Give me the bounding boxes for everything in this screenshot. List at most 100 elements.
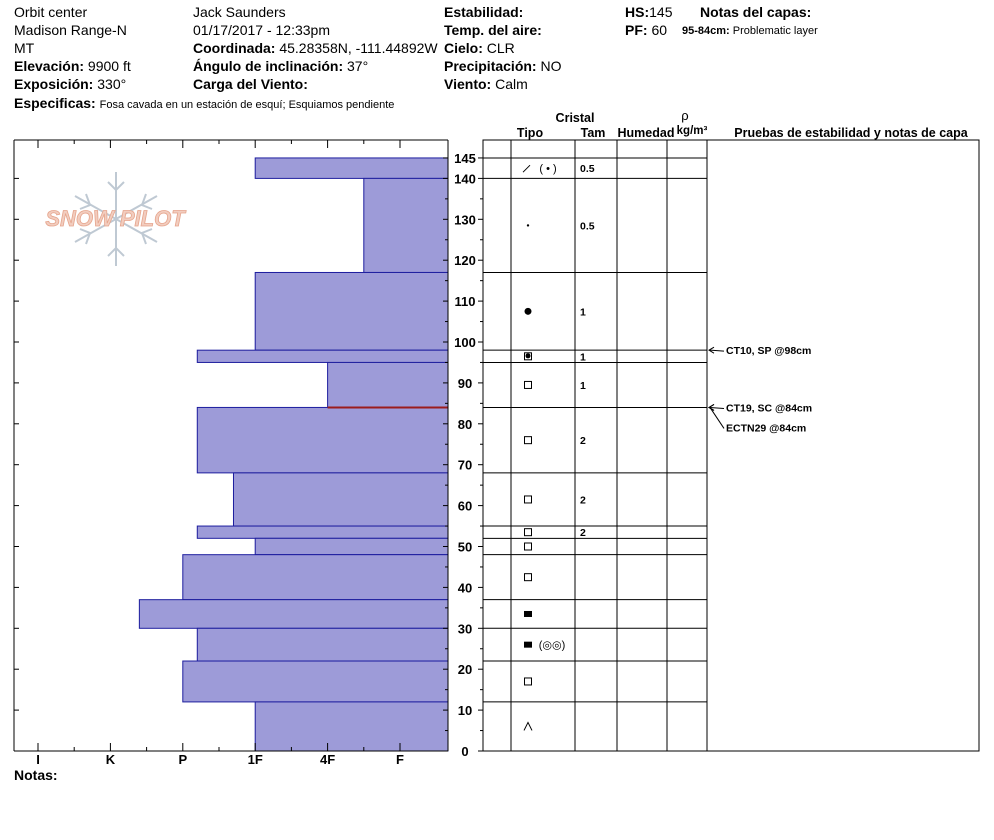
crystal-depth-hoar-icon	[523, 721, 533, 731]
crystal-size: 2	[580, 527, 586, 539]
pit-depth: PF: 60	[625, 21, 667, 39]
coordinates: Coordinada: 45.28358N, -111.44892W	[193, 39, 438, 57]
crystal-rounded-icon	[524, 307, 532, 315]
height-label-0: 0	[461, 744, 468, 759]
slope-angle-value: 37°	[347, 58, 369, 74]
crystal-size: 1	[580, 380, 586, 392]
square	[524, 528, 532, 537]
table-frame	[482, 139, 980, 752]
wind-value: Calm	[495, 76, 528, 92]
hardness-bar	[182, 660, 449, 703]
fragment-stroke	[522, 164, 531, 173]
height-label-60: 60	[458, 499, 472, 514]
test-label: ECTN29 @84cm	[726, 422, 806, 434]
crystal-faceted-icon	[524, 380, 532, 389]
test-pointer	[709, 406, 725, 409]
crystal-size: 1	[580, 351, 586, 363]
crystal-decomposing-fragments-icon: ( • )	[522, 163, 557, 175]
col-density-unit: kg/m³	[677, 125, 708, 137]
square	[524, 495, 532, 504]
hardness-bar	[196, 406, 449, 474]
hs-label: HS:	[625, 4, 650, 20]
square	[524, 436, 532, 445]
hardness-label-k: K	[106, 752, 116, 767]
height-label-110: 110	[455, 294, 476, 309]
hardness-label-f: F	[396, 752, 404, 767]
crystal-glyph: ( • )	[539, 163, 556, 175]
notes-label: Notas:	[14, 767, 58, 783]
crystal-faceted-icon	[524, 542, 532, 551]
layer-notes-label: Notas del capas:	[700, 4, 812, 20]
crystal-faceted-icon	[524, 573, 532, 582]
test-arrow	[708, 346, 715, 354]
square	[524, 677, 532, 686]
crystal-faceted-icon	[524, 677, 532, 686]
snow-height: HS:145	[625, 3, 672, 21]
wind-label: Viento:	[444, 76, 492, 92]
square	[524, 352, 532, 361]
sky: Cielo: CLR	[444, 39, 515, 57]
hardness-bar	[254, 537, 449, 556]
caret	[523, 721, 533, 731]
stability-label: Estabilidad:	[444, 4, 524, 20]
hardness-label-i: I	[36, 752, 40, 767]
crystal-size: 1	[580, 306, 586, 318]
hardness-bar	[182, 554, 449, 601]
block	[524, 641, 532, 648]
hardness-bar	[196, 627, 449, 662]
height-label-30: 30	[458, 621, 472, 636]
hardness-label-p: P	[178, 752, 187, 767]
square	[524, 380, 532, 389]
crystal-faceted-icon	[524, 495, 532, 504]
crystal-size: 2	[580, 494, 586, 506]
aspect-label: Exposición:	[14, 76, 94, 92]
crystal-glyph: (◎◎)	[539, 640, 566, 652]
coordinates-label: Coordinada:	[193, 40, 276, 56]
height-label-80: 80	[458, 417, 472, 432]
height-label-10: 10	[458, 703, 472, 718]
slope-angle: Ángulo de inclinación: 37°	[193, 57, 368, 75]
snowpilot-logo: SNOW PILOT	[45, 172, 187, 266]
height-label-20: 20	[458, 662, 472, 677]
hardness-bar	[196, 525, 449, 539]
snowflake-icon	[74, 172, 158, 266]
square	[524, 542, 532, 551]
height-label-120: 120	[454, 253, 476, 268]
elevation-label: Elevación:	[14, 58, 85, 74]
hardness-label-4f: 4F	[320, 752, 335, 767]
height-label-40: 40	[458, 580, 472, 595]
hardness-bar	[196, 349, 449, 363]
pf-value: 60	[651, 22, 668, 38]
crystal-melt-freeze-icon	[524, 610, 532, 617]
crystal-size: 2	[580, 435, 586, 447]
crystal-size: 0.5	[580, 163, 595, 175]
precipitation-label: Precipitación:	[444, 58, 537, 74]
height-label-100: 100	[454, 335, 476, 350]
crystal-size: 0.5	[580, 220, 595, 232]
wind: Viento: Calm	[444, 75, 528, 93]
hardness-bar	[138, 599, 449, 629]
specifics-label: Especificas:	[14, 95, 96, 111]
height-label-50: 50	[458, 540, 472, 555]
test-label: CT19, SC @84cm	[726, 402, 812, 414]
pf-label: PF:	[625, 22, 648, 38]
dot	[526, 224, 530, 227]
observer: Jack Saunders	[193, 4, 286, 20]
height-label-70: 70	[458, 458, 472, 473]
layer-note-range: 95-84cm:	[682, 25, 730, 37]
sky-label: Cielo:	[444, 40, 483, 56]
dot	[525, 353, 531, 359]
height-label-140: 140	[454, 171, 476, 186]
hardness-bar	[254, 271, 449, 351]
crystal-small-rounded-icon	[526, 224, 530, 227]
hardness-bar	[254, 157, 449, 179]
height-label-130: 130	[454, 212, 476, 227]
height-label-90: 90	[458, 376, 472, 391]
aspect: Exposición: 330°	[14, 75, 126, 93]
datetime: 01/17/2017 - 12:33pm	[193, 22, 330, 38]
state: MT	[14, 40, 35, 56]
location: Orbit center	[14, 4, 88, 20]
col-humidity: Humedad	[618, 126, 675, 140]
mountain-range: Madison Range-N	[14, 22, 127, 38]
